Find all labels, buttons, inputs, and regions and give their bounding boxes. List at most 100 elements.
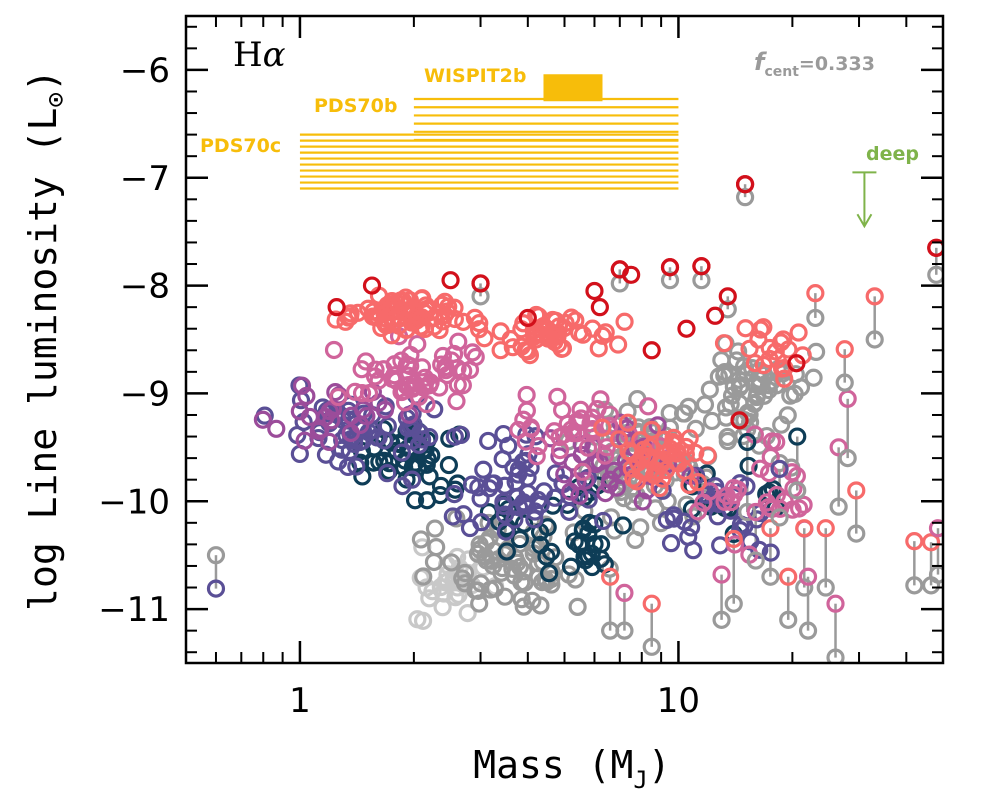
model-point-indigo <box>661 534 681 553</box>
model-point-salmon <box>688 473 708 492</box>
model-point-dark-teal <box>540 564 559 583</box>
deep-limit-label: deep <box>866 143 919 165</box>
model-point-gray <box>411 530 431 549</box>
model-point-gray <box>720 365 739 384</box>
model-point-pink <box>369 371 388 390</box>
model-point-pink <box>783 500 802 519</box>
model-point-indigo <box>332 440 351 459</box>
model-point-gray <box>512 590 531 609</box>
model-point-dark-teal <box>739 456 758 476</box>
pair-point-colored <box>905 532 924 551</box>
model-point-indigo <box>393 476 412 496</box>
highlight-point-red <box>518 308 537 328</box>
pair-point-colored <box>847 481 866 500</box>
model-point-salmon <box>433 312 452 331</box>
model-point-gray <box>495 587 514 606</box>
pair-point-gray <box>724 594 743 613</box>
model-point-gray <box>453 569 472 588</box>
pair-point-colored <box>761 519 780 538</box>
pair-point-colored <box>838 389 857 408</box>
pair-point-gray <box>761 567 780 586</box>
deep-limit-arrow-icon <box>852 171 877 229</box>
model-point-gray <box>718 431 737 451</box>
model-point-indigo <box>378 464 397 483</box>
model-point-indigo <box>499 436 518 455</box>
model-point-salmon <box>627 472 646 491</box>
pair-point-gray <box>735 188 755 207</box>
model-point-light-gray <box>408 610 427 629</box>
pair-point-colored <box>718 287 737 306</box>
model-point-dark-teal <box>582 557 602 577</box>
model-point-purple <box>290 402 309 421</box>
model-point-salmon <box>640 447 659 466</box>
pair-point-colored <box>798 567 818 586</box>
model-point-purple <box>253 410 272 429</box>
model-point-dark-teal <box>565 532 584 551</box>
model-point-salmon <box>650 478 669 498</box>
model-point-pink <box>449 332 468 351</box>
model-point-indigo <box>594 511 613 531</box>
highlight-point-red <box>692 257 711 276</box>
model-point-indigo <box>761 543 780 562</box>
model-point-pink <box>412 358 432 377</box>
model-point-salmon <box>714 334 734 353</box>
model-point-salmon <box>698 446 717 465</box>
model-point-purple <box>309 421 328 440</box>
model-point-gray <box>679 397 698 416</box>
model-point-indigo <box>529 490 548 510</box>
model-point-salmon <box>491 341 510 360</box>
model-point-salmon <box>570 323 589 342</box>
pair-point-colored <box>835 340 854 359</box>
model-point-purple <box>292 376 312 395</box>
model-point-indigo <box>545 488 564 507</box>
model-point-purple <box>633 492 652 511</box>
model-point-gray <box>702 411 722 431</box>
model-point-pink <box>514 410 533 429</box>
model-point-dark-teal <box>431 476 451 496</box>
model-point-salmon <box>527 330 546 349</box>
model-point-salmon <box>382 326 401 345</box>
model-point-salmon <box>433 295 452 314</box>
model-point-indigo <box>496 522 515 541</box>
model-point-pink <box>453 376 472 395</box>
model-point-gray <box>804 368 823 387</box>
pair-point-gray <box>615 621 634 640</box>
model-point-salmon <box>789 323 808 342</box>
model-point-pink <box>359 384 379 403</box>
x-axis-title: Mass (MJ) <box>473 743 671 794</box>
x-tick-label-1: 1 <box>289 681 311 721</box>
model-point-gray <box>469 581 488 600</box>
model-point-pink <box>329 387 348 407</box>
pair-point-gray <box>826 648 845 663</box>
model-point-indigo <box>340 441 359 461</box>
model-point-gray <box>470 594 489 613</box>
pair-point-gray <box>770 508 789 527</box>
pair-point-gray <box>788 481 807 500</box>
model-point-salmon <box>622 444 641 463</box>
y-tick-label-minus11: −11 <box>98 590 170 630</box>
model-point-indigo <box>347 457 366 476</box>
model-point-gray <box>709 367 728 386</box>
model-point-indigo <box>505 510 524 529</box>
highlight-point-red <box>471 274 490 293</box>
pair-point-gray <box>779 610 798 629</box>
pair-point-gray <box>865 330 884 349</box>
model-point-salmon <box>775 369 794 388</box>
highlight-point-red <box>677 319 696 338</box>
model-point-salmon <box>412 308 432 327</box>
pair-point-gray <box>738 502 757 522</box>
model-point-salmon <box>642 420 661 440</box>
highlight-point-red <box>706 306 725 325</box>
model-point-pink <box>517 385 536 405</box>
highlight-point-red <box>927 238 943 257</box>
pair-point-gray <box>798 621 818 640</box>
pair-point-gray <box>829 497 848 516</box>
model-point-indigo <box>579 490 598 509</box>
pair-point-gray <box>642 637 661 656</box>
model-point-gray <box>700 380 719 399</box>
pair-point-colored <box>865 287 884 306</box>
model-point-pink <box>433 346 453 366</box>
band-block-wispit2b <box>543 75 603 101</box>
model-point-pink <box>600 405 619 424</box>
model-point-pink <box>578 438 598 457</box>
